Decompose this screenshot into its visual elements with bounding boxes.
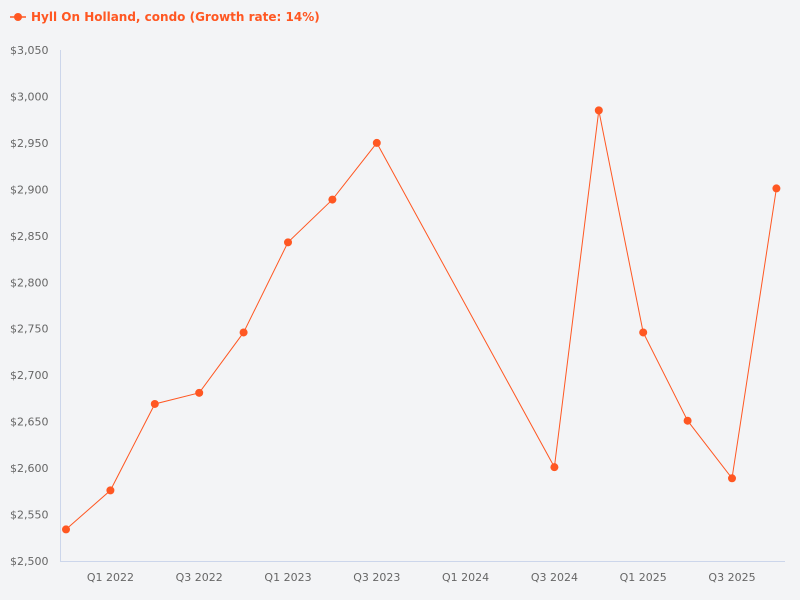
legend-label: Hyll On Holland, condo (Growth rate: 14%… [31, 10, 320, 24]
series-line [65, 110, 777, 530]
data-point[interactable] [550, 463, 559, 472]
data-point[interactable] [106, 486, 115, 495]
y-tick-label: $2,900 [10, 183, 49, 196]
data-point[interactable] [594, 106, 603, 115]
data-point[interactable] [328, 195, 337, 204]
y-tick-label: $2,650 [10, 416, 49, 429]
data-point[interactable] [728, 474, 736, 483]
y-tick-label: $2,600 [10, 462, 49, 475]
y-tick-label: $2,500 [10, 555, 49, 568]
data-point[interactable] [195, 388, 204, 397]
x-tick-label: Q3 2024 [531, 571, 578, 584]
x-tick-label: Q1 2023 [264, 571, 311, 584]
x-tick-label: Q3 2022 [176, 571, 223, 584]
data-point[interactable] [284, 238, 292, 247]
data-point[interactable] [772, 184, 781, 193]
x-tick-label: Q1 2025 [620, 571, 667, 584]
y-tick-label: $2,700 [10, 369, 49, 382]
legend[interactable]: Hyll On Holland, condo (Growth rate: 14%… [10, 10, 320, 24]
data-point[interactable] [150, 399, 159, 408]
data-point[interactable] [639, 328, 648, 337]
data-point[interactable] [372, 138, 381, 147]
y-tick-label: $2,950 [10, 137, 49, 150]
y-tick-label: $2,850 [10, 230, 49, 243]
y-tick-label: $2,550 [10, 509, 49, 522]
data-point[interactable] [62, 525, 70, 534]
y-tick-label: $3,050 [10, 44, 49, 57]
data-point[interactable] [239, 328, 248, 337]
legend-marker-icon [14, 13, 22, 21]
y-tick-label: $3,000 [10, 90, 49, 103]
x-tick-label: Q3 2025 [708, 571, 755, 584]
y-tick-label: $2,750 [10, 323, 49, 336]
data-point[interactable] [683, 416, 692, 425]
x-tick-label: Q1 2024 [442, 571, 489, 584]
y-tick-label: $2,800 [10, 276, 49, 289]
x-tick-label: Q3 2023 [353, 571, 400, 584]
x-tick-label: Q1 2022 [87, 571, 134, 584]
